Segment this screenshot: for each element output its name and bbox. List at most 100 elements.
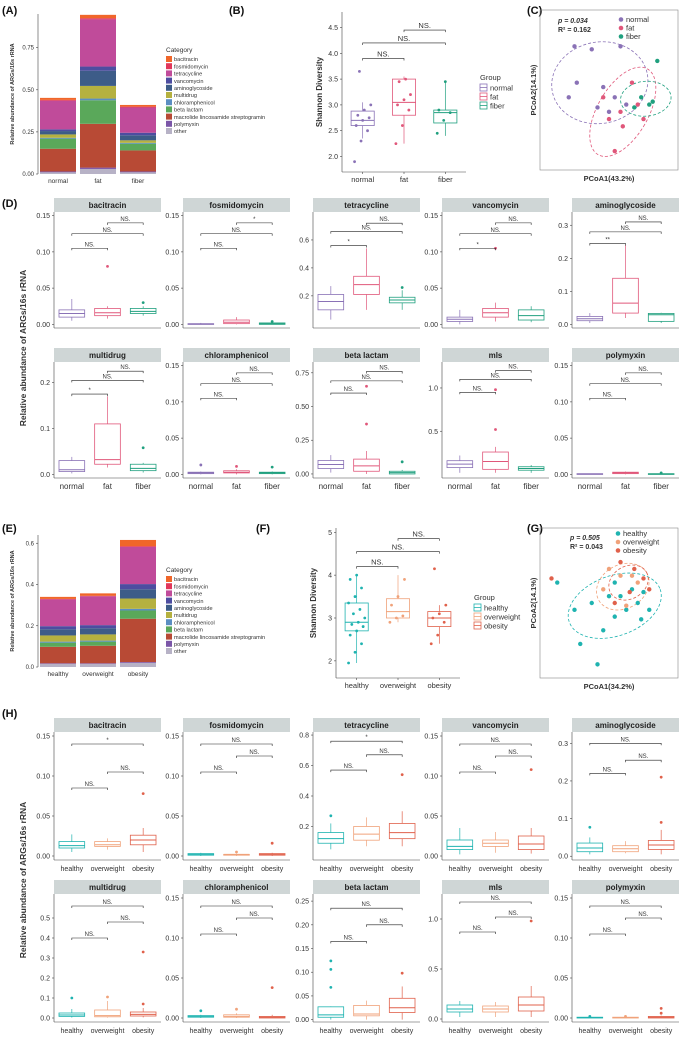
significance-bracket [71, 937, 108, 940]
legend-label: aminoglycoside [174, 606, 213, 612]
x-tick-label: obesity [520, 1028, 543, 1035]
facet-panel: aminoglycoside 0.0 0.1 0.2 0.3 healthy overwei… [558, 718, 679, 873]
legend-label: fiber [490, 102, 505, 111]
bar-segment-chloramphenicol [120, 608, 156, 611]
x-tick-label: fat [491, 482, 501, 491]
y-tick-label: 0.2 [26, 624, 35, 630]
outlier-point [270, 465, 274, 469]
facet-title: chloramphenicol [204, 883, 268, 892]
box-healthy [317, 1006, 345, 1018]
significance-label: NS. [620, 900, 630, 906]
point-normal [574, 80, 579, 85]
y-tick-label: 0.0 [26, 665, 35, 671]
panel-label: (F) [256, 523, 270, 535]
y-tick-label: 0.10 [295, 970, 309, 977]
legend-label: tetracycline [174, 592, 202, 598]
x-tick-label: overweight [380, 681, 417, 690]
box-fat [94, 308, 121, 317]
bar-segment-beta_lactam [120, 610, 156, 619]
data-point [360, 586, 363, 590]
bar-segment-macrolide [120, 150, 156, 172]
legend-label: healthy [484, 604, 508, 613]
y-axis-title: Relative abundance of ARGs/16s rRNA [18, 270, 28, 427]
bar-segment-bacitracin [40, 596, 76, 599]
significance-bracket [107, 771, 144, 774]
facet-strip [54, 718, 161, 732]
legend-label: fat [626, 24, 635, 33]
legend-label: multidrug [174, 613, 197, 619]
y-tick-label: 0.1 [40, 996, 50, 1003]
outlier-point [659, 1007, 663, 1010]
x-tick-label: healthy [449, 866, 472, 873]
significance-bracket [495, 755, 532, 758]
facet-panel: bacitracin 0.00 0.05 0.10 0.15 healthy overwei… [36, 718, 161, 873]
significance-bracket [236, 755, 273, 758]
facet-title: beta lactam [344, 883, 388, 892]
y-axis-title: PCoA2(14.1%) [529, 64, 538, 115]
bar-segment-macrolide [80, 645, 116, 664]
bar-segment-beta_lactam [40, 642, 76, 647]
x-tick-label: fat [362, 482, 372, 491]
data-point [435, 131, 439, 135]
x-tick-label: fiber [438, 175, 453, 184]
legend-label: overweight [484, 613, 521, 622]
data-point [367, 116, 371, 120]
facet-panel: chloramphenicol 0.00 0.05 0.10 0.15 healthy ov… [165, 880, 290, 1035]
outlier-point [400, 460, 404, 464]
x-tick-label: normal [578, 482, 603, 491]
x-tick-label: fiber [264, 482, 280, 491]
significance-bracket [495, 222, 532, 225]
outlier-point [659, 1011, 663, 1015]
p-value: p = 0.034 [557, 18, 588, 25]
y-tick-label: 0.1 [40, 426, 50, 433]
legend-label: other [174, 649, 187, 655]
y-tick-label: 0.2 [558, 778, 568, 785]
x-tick-label: fiber [135, 482, 151, 491]
significance-bracket [330, 380, 403, 383]
x-tick-label: healthy [449, 1028, 472, 1035]
outlier-point [494, 428, 497, 431]
box-fat [94, 423, 121, 465]
bar-segment-multidrug [120, 598, 156, 609]
y-tick-label: 0.05 [424, 814, 438, 821]
bar-segment-macrolide [40, 148, 76, 172]
y-tick-label: 0.3 [558, 223, 568, 230]
data-point [360, 642, 363, 646]
point-healthy [618, 593, 623, 599]
facet-title: multidrug [89, 883, 126, 892]
point-fat [612, 148, 617, 154]
facet-title: mls [489, 351, 503, 360]
point-fat [629, 80, 635, 85]
x-tick-label: overweight [479, 866, 513, 873]
bar-segment-macrolide [40, 646, 76, 664]
x-tick-label: normal [319, 482, 344, 491]
facet-title: polymyxin [606, 883, 646, 892]
facet-strip [313, 880, 420, 894]
x-tick-label: overweight [350, 866, 384, 873]
significance-bracket [589, 231, 662, 234]
x-tick-label: healthy [579, 1028, 602, 1035]
significance-bracket [330, 769, 367, 773]
data-point [433, 567, 436, 571]
significance-bracket [589, 933, 626, 936]
data-point [347, 661, 350, 665]
point-obesity [612, 600, 617, 606]
significance-label: NS. [120, 217, 130, 223]
point-fat [601, 95, 606, 100]
data-point [442, 620, 446, 624]
y-axis-title: PCoA2(14.1%) [529, 577, 538, 628]
outlier-point [106, 264, 109, 268]
y-tick-label: 0.4 [26, 583, 35, 589]
facet-title: multidrug [89, 351, 126, 360]
facet-strip [442, 348, 549, 362]
y-tick-label: 0.00 [424, 854, 438, 861]
outlier-point [199, 463, 203, 467]
outlier-point [529, 919, 533, 923]
significance-label: NS. [620, 226, 630, 232]
bar-segment-bacitracin [120, 539, 156, 547]
significance-bracket [107, 370, 144, 374]
x-tick-label: normal [189, 482, 214, 491]
bar-segment-vancomycin [80, 66, 116, 71]
significance-label: NS. [102, 374, 112, 380]
